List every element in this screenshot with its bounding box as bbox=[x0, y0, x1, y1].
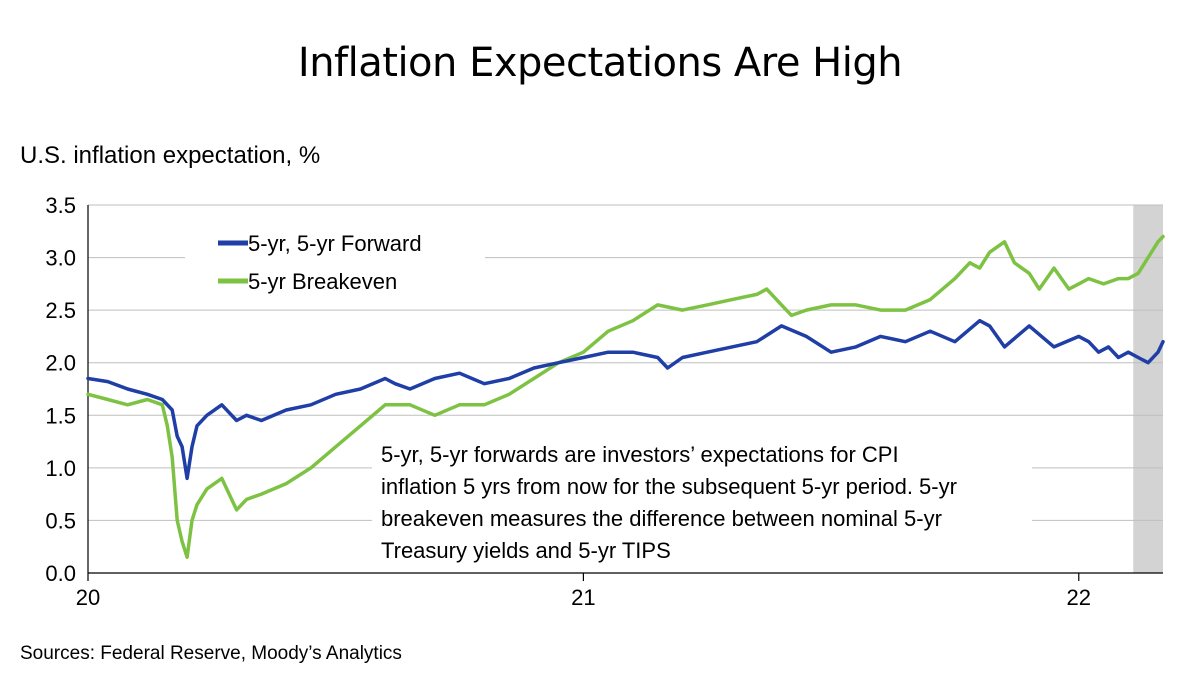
y-tick-label: 2.0 bbox=[45, 351, 76, 376]
annotation-line: 5-yr, 5-yr forwards are investors’ expec… bbox=[381, 442, 899, 467]
y-tick-label: 1.0 bbox=[45, 456, 76, 481]
legend-label: 5-yr, 5-yr Forward bbox=[248, 231, 422, 256]
legend-label: 5-yr Breakeven bbox=[248, 269, 397, 294]
series-line-breakeven bbox=[86, 234, 1165, 559]
x-tick-label: 22 bbox=[1067, 585, 1091, 610]
series-line-forward bbox=[86, 318, 1165, 481]
y-axis-label: U.S. inflation expectation, % bbox=[20, 142, 321, 169]
annotation-box bbox=[372, 430, 1032, 570]
y-tick-label: 2.5 bbox=[45, 298, 76, 323]
y-tick-label: 1.5 bbox=[45, 403, 76, 428]
x-tick-label: 20 bbox=[76, 585, 100, 610]
annotation-line: inflation 5 yrs from now for the subsequ… bbox=[381, 474, 957, 499]
x-tick-label: 21 bbox=[571, 585, 595, 610]
annotation-line: breakeven measures the difference betwee… bbox=[381, 506, 942, 531]
y-tick-label: 0.5 bbox=[45, 508, 76, 533]
source-note: Sources: Federal Reserve, Moody’s Analyt… bbox=[20, 643, 402, 664]
y-tick-label: 3.0 bbox=[45, 246, 76, 271]
legend-box bbox=[185, 222, 485, 298]
shaded-region bbox=[1133, 205, 1163, 573]
y-tick-label: 0.0 bbox=[45, 561, 76, 586]
annotation-line: Treasury yields and 5-yr TIPS bbox=[381, 538, 671, 563]
y-tick-label: 3.5 bbox=[45, 193, 76, 218]
chart-title: Inflation Expectations Are High bbox=[297, 40, 903, 86]
